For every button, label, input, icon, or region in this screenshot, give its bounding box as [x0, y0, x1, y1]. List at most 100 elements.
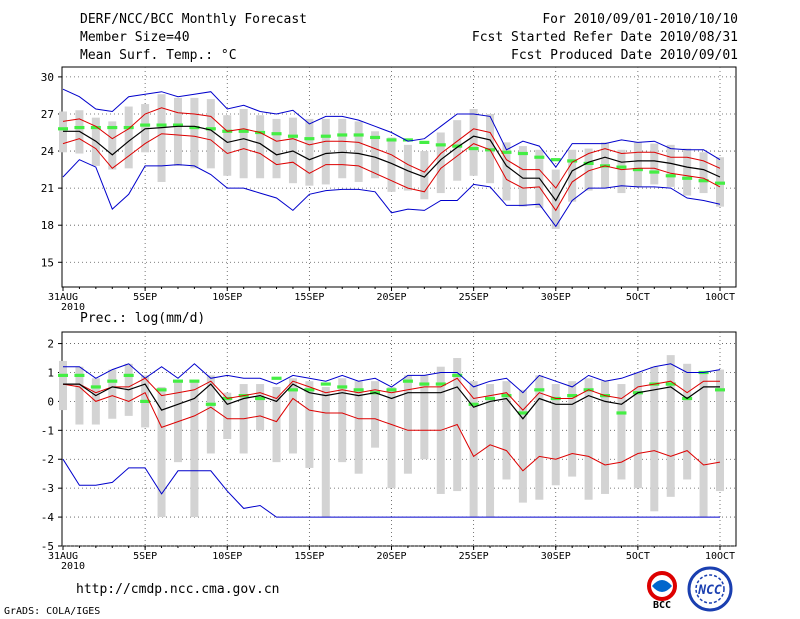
climatology-mark — [386, 388, 397, 392]
ensemble-mean-line — [63, 125, 721, 202]
x-year-label: 2010 — [61, 561, 85, 572]
temperature-panel: 31AUG 5SEP 10SEP 15SEP 20SEP 25SEP 30SEP 5OCT 10… — [41, 66, 737, 313]
spread-box — [699, 372, 708, 518]
climatology-mark — [682, 176, 693, 180]
spread-box — [650, 366, 659, 512]
y-tick-label: -4 — [41, 511, 55, 524]
spread-box — [403, 144, 412, 191]
spread-box — [141, 104, 150, 153]
spread-box — [75, 366, 84, 425]
climatology-mark — [205, 402, 216, 406]
spread-box — [535, 375, 544, 500]
spread-box — [683, 363, 692, 480]
spread-box — [568, 381, 577, 477]
lower-spread-line — [62, 133, 721, 212]
x-tick-label: 15SEP — [294, 551, 324, 562]
spread-box — [699, 152, 708, 194]
climatology-mark — [632, 167, 643, 172]
member-size: Member Size=40 — [80, 30, 190, 45]
y-tick-label: 0 — [47, 395, 54, 408]
y-tick-label: 1 — [47, 366, 54, 379]
climatology-mark — [172, 123, 183, 127]
upper-spread-line — [63, 377, 720, 411]
climatology-mark — [452, 373, 463, 377]
spread-box — [305, 118, 314, 186]
spread-box — [650, 143, 659, 185]
bcc-logo-text: BCC — [653, 600, 671, 610]
spread-box — [223, 392, 232, 439]
climatology-mark — [320, 382, 331, 386]
source-url[interactable]: http://cmdp.ncc.cma.gov.cn — [76, 582, 280, 597]
x-tick-label: 31AUG — [48, 292, 78, 303]
spread-box — [617, 149, 626, 194]
spread-box — [617, 384, 626, 480]
climatology-mark — [501, 150, 512, 154]
climatology-mark — [386, 138, 397, 142]
spread-box — [256, 115, 265, 179]
started-refer-date: Fcst Started Refer Date 2010/08/31 — [471, 30, 738, 45]
spread-box — [502, 142, 511, 201]
climatology-mark — [287, 134, 298, 138]
climatology-mark — [534, 388, 545, 392]
climatology-mark — [419, 382, 430, 386]
ncc-logo-globe — [695, 574, 725, 604]
climatology-mark — [419, 140, 430, 144]
spread-box — [305, 381, 314, 468]
spread-box — [371, 131, 380, 179]
ncc-logo-text: NCC — [697, 583, 722, 598]
climatology-mark — [567, 159, 578, 163]
spread-box — [601, 381, 610, 494]
spread-box — [486, 384, 495, 518]
precipitation-panel: 31AUG 5SEP 10SEP 15SEP 20SEP 25SEP 30SEP 5OCT 10… — [41, 331, 737, 572]
spread-box — [223, 115, 232, 176]
lower-line-line — [62, 383, 721, 472]
upper-extreme-line — [62, 88, 721, 168]
spread-box — [124, 106, 133, 169]
spread-box — [272, 118, 281, 179]
chart-title: DERF/NCC/BCC Monthly Forecast — [80, 12, 307, 27]
spread-box — [354, 381, 363, 474]
climatology-mark — [90, 385, 101, 389]
x-tick-label: 10SEP — [212, 551, 242, 562]
climatology-mark — [468, 146, 479, 151]
x-tick-label: 10OCT — [705, 551, 735, 562]
ncc-logo-ring — [687, 566, 733, 612]
spread-box — [206, 375, 215, 454]
climatology-mark — [452, 144, 463, 148]
climatology-mark — [485, 396, 496, 401]
spread-box — [256, 384, 265, 431]
spread-box — [157, 386, 166, 518]
climatology-mark — [353, 133, 364, 137]
spread-box — [502, 381, 511, 480]
spread-box — [568, 149, 577, 202]
forecast-range: For 2010/09/01-2010/10/10 — [542, 12, 738, 27]
lower-extreme-line — [62, 159, 721, 228]
upper-spread-line — [62, 107, 721, 189]
climatology-mark — [58, 373, 68, 377]
spread-box — [338, 378, 347, 463]
climatology-mark — [337, 133, 348, 137]
spread-box — [551, 169, 560, 229]
spread-box — [321, 118, 330, 185]
climatology-mark — [156, 388, 167, 392]
spread-box — [518, 389, 527, 503]
spread-box — [321, 386, 330, 518]
spread-box — [666, 144, 675, 187]
climatology-mark — [616, 165, 627, 169]
climatology-mark — [287, 388, 298, 392]
spread-box — [453, 120, 462, 181]
spread-box — [371, 381, 380, 448]
climatology-mark — [107, 379, 118, 383]
spread-box — [108, 121, 117, 170]
spread-box — [387, 386, 396, 489]
bcc-logo-ring — [647, 571, 677, 601]
climatology-mark — [140, 399, 151, 404]
ensemble-mean-line — [63, 383, 720, 420]
x-tick-label: 10SEP — [212, 292, 242, 303]
climatology-mark — [550, 158, 561, 162]
climatology-mark — [320, 134, 331, 138]
spread-box — [633, 372, 642, 489]
climatology-mark — [172, 379, 183, 383]
climatology-mark — [435, 382, 446, 386]
ncc-logo: NCC — [687, 566, 733, 612]
